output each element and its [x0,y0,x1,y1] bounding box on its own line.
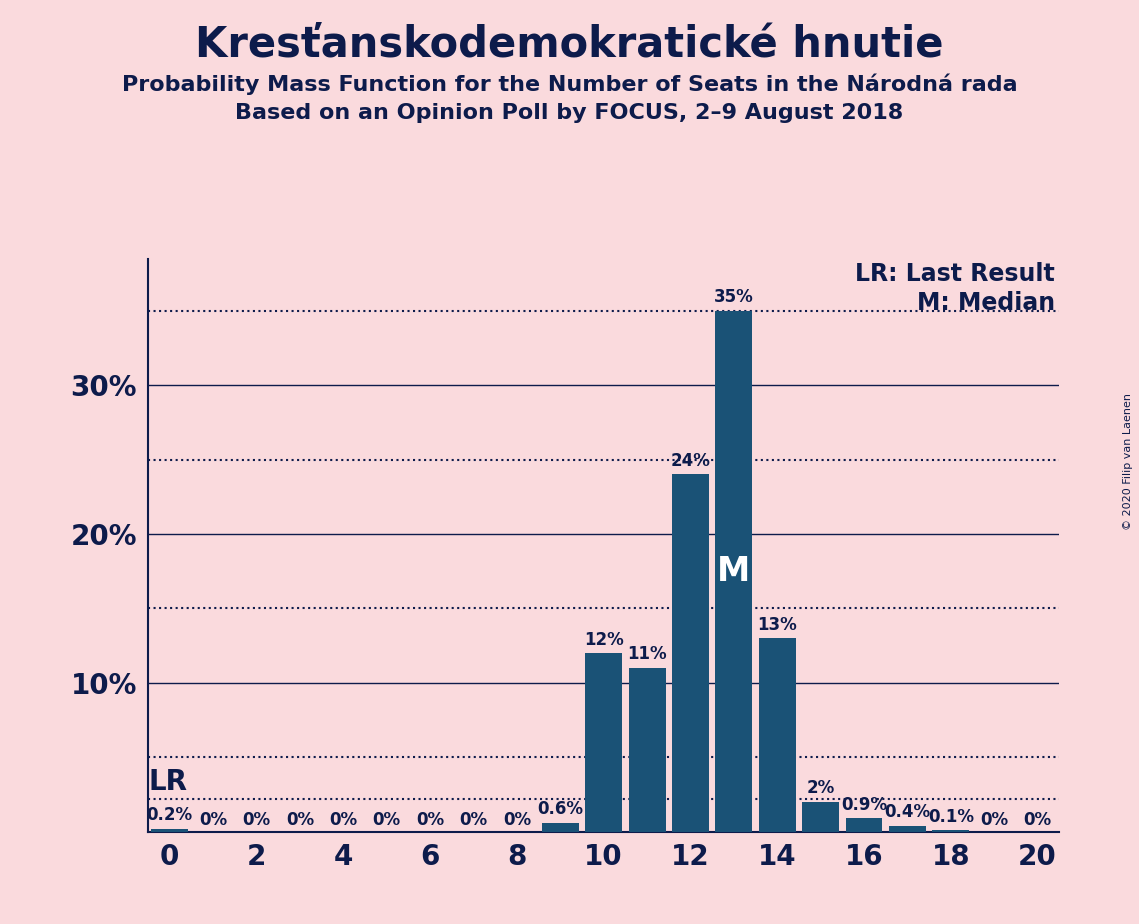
Text: 2%: 2% [806,779,835,797]
Text: 0%: 0% [459,810,487,829]
Text: 0%: 0% [502,810,531,829]
Text: Kresťanskodemokratické hnutie: Kresťanskodemokratické hnutie [195,23,944,65]
Bar [802,802,839,832]
Bar [672,475,708,832]
Text: 0%: 0% [372,810,401,829]
Bar [845,819,883,832]
Text: 0.6%: 0.6% [538,800,583,819]
Bar [542,822,579,832]
Text: 11%: 11% [628,646,666,663]
Text: 0.4%: 0.4% [884,803,931,821]
Text: 12%: 12% [584,630,623,649]
Text: 0%: 0% [1024,810,1051,829]
Text: © 2020 Filip van Laenen: © 2020 Filip van Laenen [1123,394,1133,530]
Text: 0%: 0% [243,810,271,829]
Text: LR: Last Result: LR: Last Result [855,261,1055,286]
Text: 0.2%: 0.2% [147,806,192,824]
Text: 0%: 0% [981,810,1008,829]
Bar [759,638,796,832]
Text: 24%: 24% [671,452,711,470]
Bar [585,653,622,832]
Text: Probability Mass Function for the Number of Seats in the Národná rada: Probability Mass Function for the Number… [122,74,1017,95]
Bar [888,826,926,832]
Text: 35%: 35% [714,288,754,307]
Text: M: M [718,554,751,588]
Bar [629,668,665,832]
Text: Based on an Opinion Poll by FOCUS, 2–9 August 2018: Based on an Opinion Poll by FOCUS, 2–9 A… [236,103,903,124]
Bar [933,830,969,832]
Text: 0%: 0% [416,810,444,829]
Text: 0%: 0% [329,810,358,829]
Text: 0%: 0% [199,810,227,829]
Text: M: Median: M: Median [917,291,1055,315]
Bar [151,829,188,832]
Bar [715,310,752,832]
Text: 0.9%: 0.9% [841,796,887,814]
Text: 0%: 0% [286,810,314,829]
Text: LR: LR [148,768,187,796]
Text: 0.1%: 0.1% [928,808,974,826]
Text: 13%: 13% [757,615,797,634]
